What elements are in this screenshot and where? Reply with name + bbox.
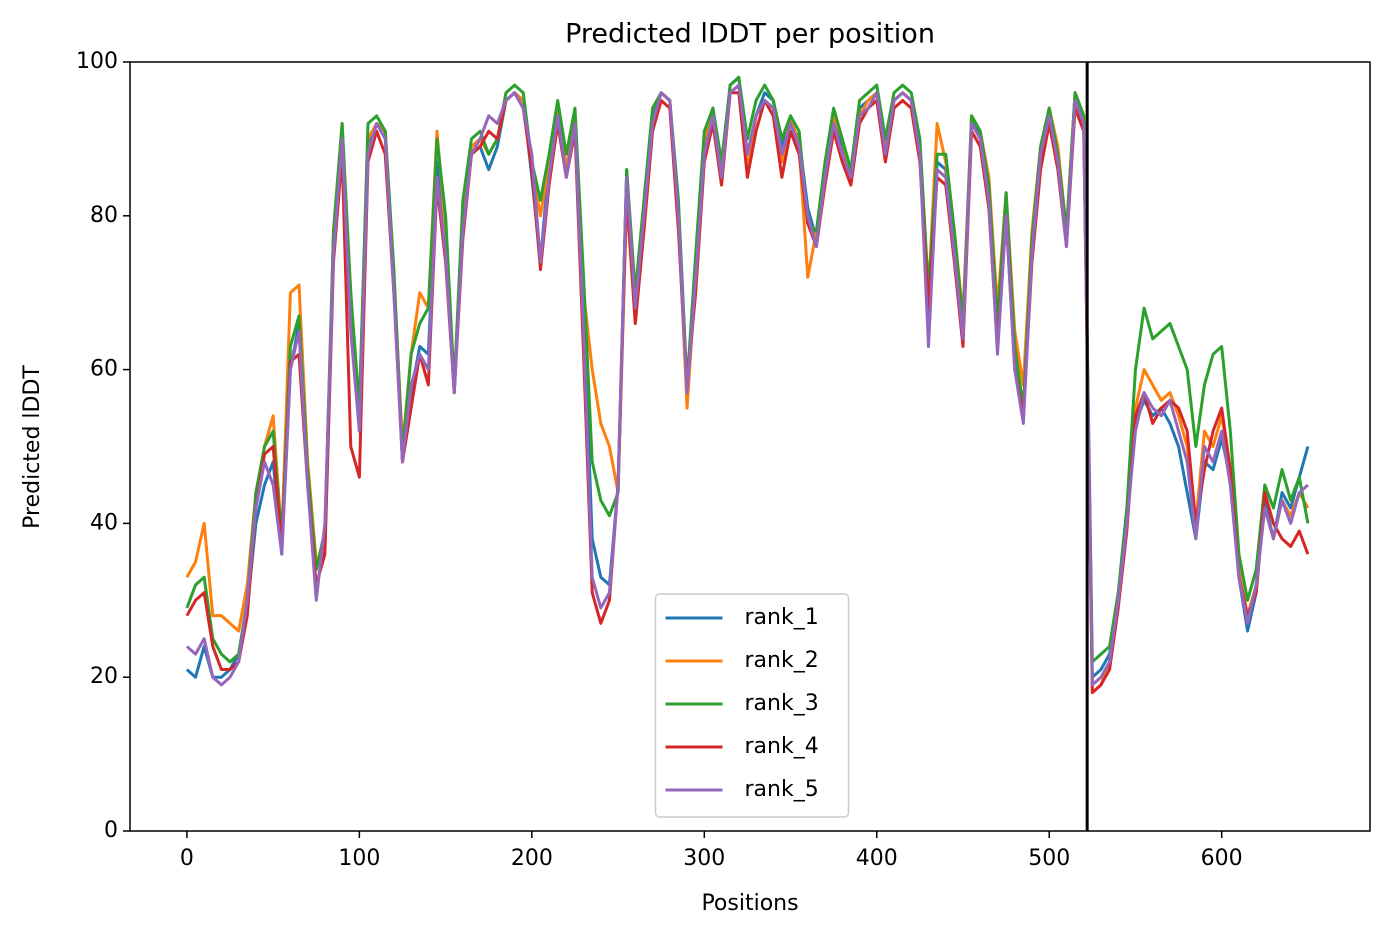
legend-box bbox=[654, 593, 850, 818]
x-tick-label: 400 bbox=[856, 846, 898, 871]
x-axis-label: Positions bbox=[701, 891, 798, 916]
legend-label: rank_3 bbox=[745, 691, 819, 716]
x-tick-label: 300 bbox=[683, 846, 725, 871]
legend-label: rank_5 bbox=[745, 777, 819, 802]
y-tick-label: 20 bbox=[90, 664, 118, 689]
x-tick-label: 500 bbox=[1028, 846, 1070, 871]
y-tick-label: 60 bbox=[90, 357, 118, 382]
x-tick-label: 200 bbox=[511, 846, 553, 871]
legend: rank_1 rank_2 rank_3 rank_4 rank_5 bbox=[654, 593, 850, 818]
x-tick-label: 600 bbox=[1201, 846, 1243, 871]
x-tick-label: 100 bbox=[338, 846, 380, 871]
legend-label: rank_4 bbox=[745, 734, 819, 759]
chart-title: Predicted lDDT per position bbox=[565, 19, 935, 50]
legend-label: rank_2 bbox=[745, 648, 819, 673]
series-line bbox=[185, 83, 1309, 687]
plot-frame bbox=[129, 61, 1371, 832]
y-tick-label: 0 bbox=[104, 818, 118, 843]
y-tick-label: 80 bbox=[90, 203, 118, 228]
y-tick-label: 100 bbox=[76, 49, 118, 74]
y-axis-label: Predicted lDDT bbox=[20, 365, 45, 529]
x-tick-label: 0 bbox=[180, 846, 194, 871]
y-tick-label: 40 bbox=[90, 510, 118, 535]
legend-label: rank_1 bbox=[745, 605, 819, 630]
